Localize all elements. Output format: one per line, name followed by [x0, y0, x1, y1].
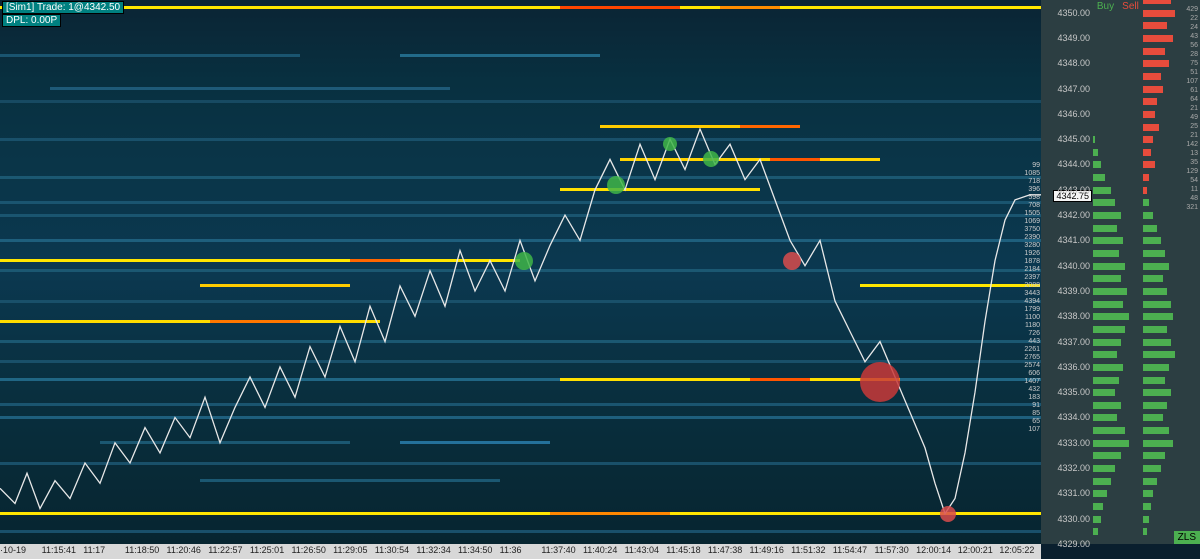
- volume-profile-panel: Buy Sell: [1093, 0, 1143, 544]
- volume-ladder-numbers: 9910857183965987081505106937502390328019…: [1018, 162, 1040, 434]
- depth-panel: ZLS 429222443562875511076164214925211421…: [1143, 0, 1200, 544]
- dpl-label: DPL: 0.00P: [2, 14, 61, 27]
- zls-badge: ZLS: [1174, 531, 1200, 544]
- buy-header: Buy: [1093, 1, 1118, 12]
- price-axis: 4342.75 4350.004349.004348.004347.004346…: [1041, 0, 1093, 544]
- orderflow-chart[interactable]: [Sim1] Trade: 1@4342.50 DPL: 0.00P 99108…: [0, 0, 1041, 544]
- time-axis: ·10-1911:15:4111:1711:18:5011:20:4611:22…: [0, 544, 1041, 559]
- trade-info-label: [Sim1] Trade: 1@4342.50: [2, 1, 124, 14]
- sell-header: Sell: [1118, 1, 1143, 12]
